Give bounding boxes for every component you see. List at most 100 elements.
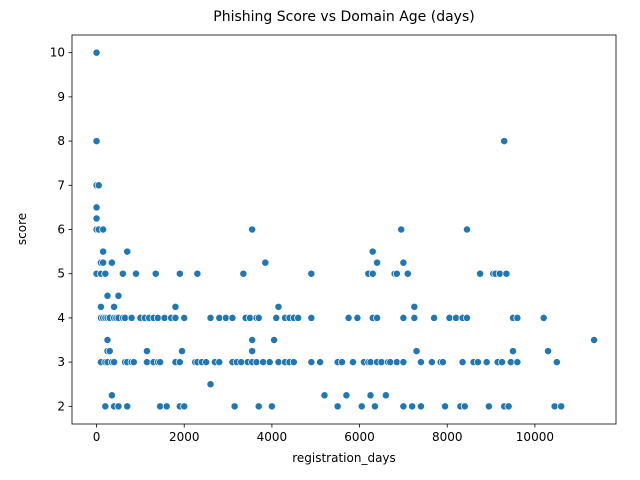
y-tick-label: 7 — [57, 178, 65, 192]
scatter-point — [441, 402, 449, 411]
y-tick-label: 8 — [57, 134, 65, 148]
x-axis-label: registration_days — [292, 451, 396, 465]
scatter-point — [156, 358, 165, 367]
scatter-point — [552, 358, 561, 367]
scatter-point — [267, 402, 276, 411]
scatter-point — [160, 313, 169, 322]
scatter-point — [342, 391, 351, 400]
scatter-point — [307, 269, 316, 278]
scatter-point — [272, 313, 281, 322]
scatter-point — [96, 302, 105, 311]
y-tick-label: 2 — [57, 399, 65, 413]
y-axis-label: score — [15, 213, 29, 245]
scatter-point — [550, 402, 559, 411]
scatter-point — [180, 313, 189, 322]
scatter-point — [438, 358, 447, 367]
y-tick-label: 6 — [57, 223, 65, 237]
scatter-point — [230, 402, 239, 411]
scatter-point — [482, 358, 491, 367]
scatter-point — [366, 358, 375, 367]
scatter-point — [392, 358, 401, 367]
scatter-point — [248, 225, 257, 234]
scatter-point — [101, 402, 110, 411]
scatter-point — [349, 358, 357, 367]
scatter-point — [289, 358, 298, 367]
scatter-point — [484, 402, 493, 411]
scatter-point — [399, 313, 408, 322]
scatter-point — [127, 313, 136, 322]
scatter-point — [202, 358, 211, 367]
scatter-point — [370, 402, 379, 411]
scatter-point — [156, 402, 165, 411]
scatter-point — [408, 402, 417, 411]
scatter-point — [151, 269, 160, 278]
scatter-point — [506, 358, 515, 367]
scatter-point — [103, 336, 112, 344]
scatter-point — [107, 391, 116, 400]
scatter-point — [495, 269, 504, 278]
scatter-point — [344, 313, 353, 322]
scatter-point — [143, 347, 151, 356]
scatter-point — [368, 247, 377, 256]
scatter-point — [123, 247, 132, 256]
scatter-point — [175, 358, 184, 367]
y-tick-label: 9 — [57, 90, 65, 104]
scatter-point — [274, 302, 283, 311]
scatter-point — [132, 269, 140, 278]
x-tick-label: 8000 — [432, 430, 463, 444]
scatter-point — [410, 313, 419, 322]
scatter-point — [193, 269, 202, 278]
scatter-point — [99, 225, 108, 234]
y-tick-label: 10 — [50, 46, 65, 60]
y-axis-ticks: 2 3 4 5 6 7 8 9 10 — [50, 46, 72, 413]
scatter-point — [118, 269, 127, 278]
scatter-point — [539, 313, 548, 322]
scatter-point — [316, 358, 325, 367]
scatter-point — [265, 358, 274, 367]
scatter-point — [500, 137, 509, 146]
scatter-point — [107, 258, 116, 267]
scatter-point — [590, 336, 599, 344]
scatter-point — [206, 313, 215, 322]
scatter-point — [171, 302, 180, 311]
scatter-point — [320, 391, 329, 400]
scatter-point — [171, 313, 180, 322]
x-axis-ticks: 0 2000 4000 6000 8000 10000 — [93, 424, 554, 444]
scatter-point — [221, 313, 230, 322]
scatter-point — [237, 358, 246, 367]
scatter-point — [373, 258, 382, 267]
scatter-point — [129, 358, 138, 367]
scatter-point — [121, 313, 129, 322]
scatter-point — [180, 402, 189, 411]
scatter-point — [103, 291, 112, 300]
y-tick-label: 3 — [57, 355, 65, 369]
scatter-point — [110, 358, 119, 367]
scatter-point — [377, 358, 386, 367]
scatter-point — [99, 247, 108, 256]
scatter-point — [270, 336, 279, 344]
scatter-point — [473, 358, 482, 367]
plot-area — [71, 34, 617, 425]
scatter-point — [94, 181, 103, 190]
scatter-point — [252, 358, 261, 367]
x-tick-label: 6000 — [344, 430, 375, 444]
scatter-point — [261, 258, 270, 267]
scatter-point — [509, 347, 517, 356]
scatter-point — [399, 402, 408, 411]
scatter-point — [206, 380, 215, 389]
scatter-point — [162, 402, 171, 411]
scatter-point — [513, 358, 522, 367]
scatter-point — [368, 269, 377, 278]
scatter-point — [427, 358, 436, 367]
scatter-point — [101, 269, 110, 278]
scatter-point — [476, 269, 485, 278]
x-tick-label: 2000 — [169, 430, 200, 444]
scatter-point — [105, 347, 114, 356]
y-tick-label: 4 — [57, 311, 65, 325]
scatter-point — [153, 313, 162, 322]
scatter-point — [175, 269, 184, 278]
scatter-point — [178, 347, 186, 356]
scatter-point — [92, 48, 101, 57]
